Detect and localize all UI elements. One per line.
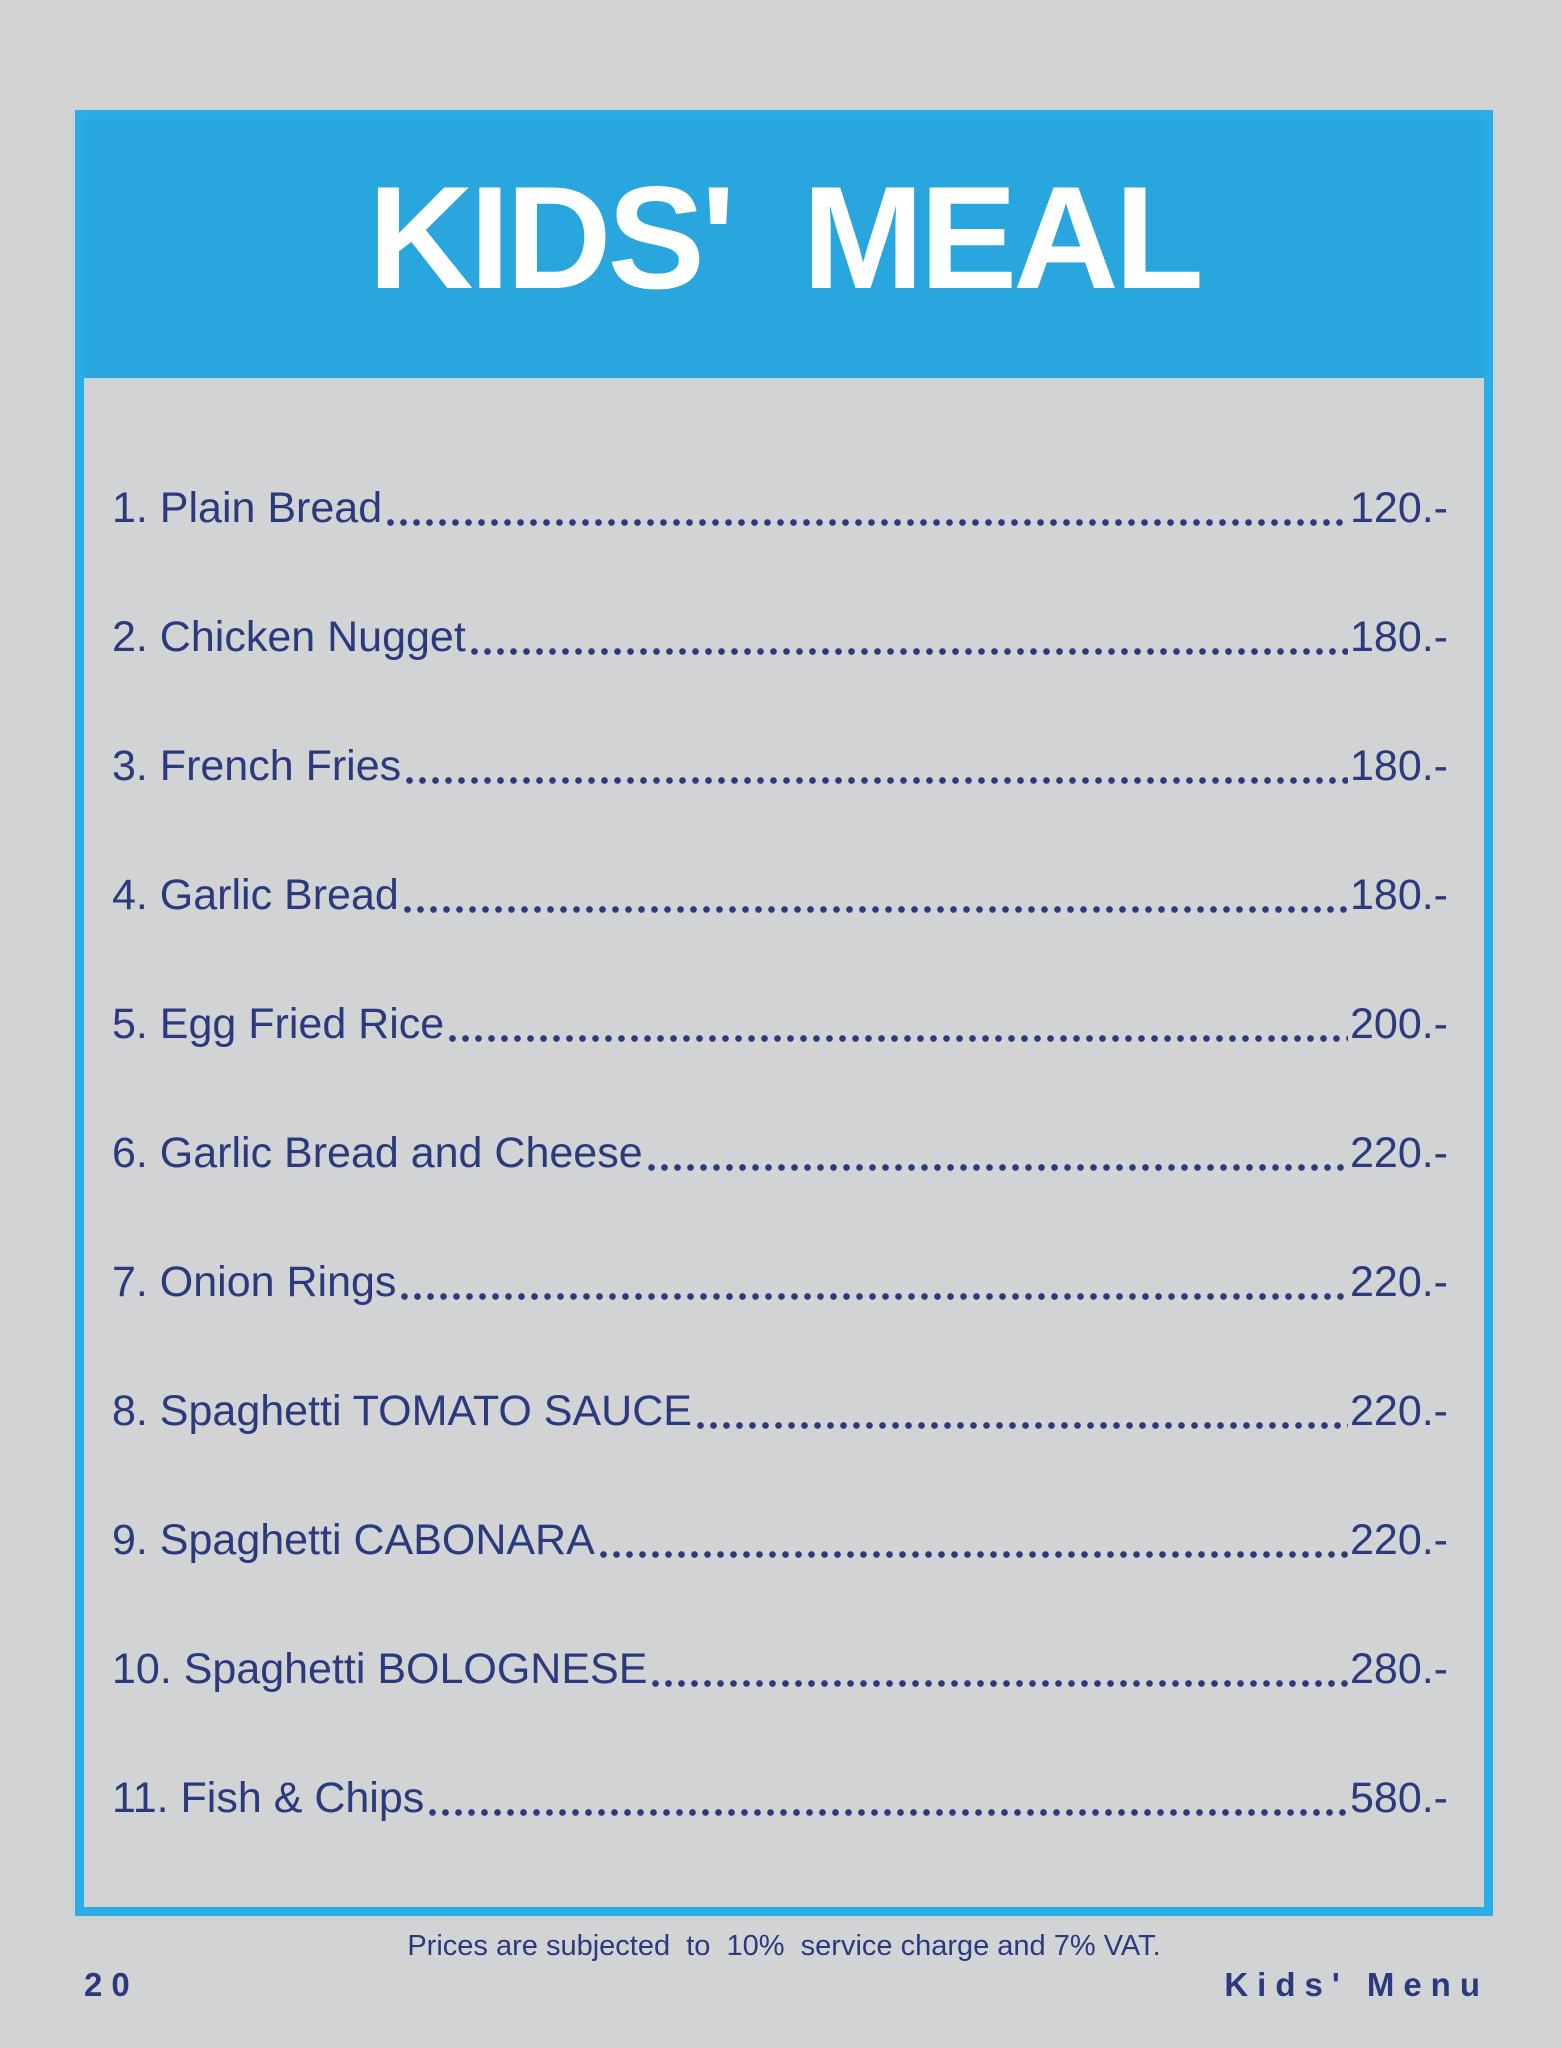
dotted-leader xyxy=(398,1290,1348,1303)
dotted-leader xyxy=(467,645,1348,658)
item-name: 9. Spaghetti CABONARA xyxy=(112,1516,595,1564)
page-number: 20 xyxy=(84,1966,139,2003)
dotted-leader xyxy=(426,1806,1348,1819)
item-name: 4. Garlic Bread xyxy=(112,871,399,919)
menu-item-row: 11. Fish & Chips 580.- xyxy=(112,1772,1448,1824)
item-name: 10. Spaghetti BOLOGNESE xyxy=(112,1645,648,1693)
item-name: 3. French Fries xyxy=(112,742,402,790)
item-price: 580.- xyxy=(1349,1774,1448,1822)
dotted-leader xyxy=(384,516,1348,529)
menu-header-band: KIDS' MEAL xyxy=(84,119,1484,378)
menu-item-row: 6. Garlic Bread and Cheese 220.- xyxy=(112,1127,1448,1179)
item-price: 180.- xyxy=(1349,613,1448,661)
item-name: 6. Garlic Bread and Cheese xyxy=(112,1129,643,1177)
footer-menu-label: Kids' Menu xyxy=(1224,1966,1489,2003)
menu-item-row: 4. Garlic Bread 180.- xyxy=(112,869,1448,921)
menu-item-row: 5. Egg Fried Rice 200.- xyxy=(112,998,1448,1050)
menu-item-row: 3. French Fries 180.- xyxy=(112,740,1448,792)
item-price: 220.- xyxy=(1349,1387,1448,1435)
menu-item-row: 1. Plain Bread 120.- xyxy=(112,482,1448,534)
dotted-leader xyxy=(596,1548,1348,1561)
dotted-leader xyxy=(446,1032,1348,1045)
item-price: 120.- xyxy=(1349,484,1448,532)
item-price: 200.- xyxy=(1349,1000,1448,1048)
item-price: 220.- xyxy=(1349,1516,1448,1564)
item-name: 1. Plain Bread xyxy=(112,484,383,532)
item-name: 8. Spaghetti TOMATO SAUCE xyxy=(112,1387,692,1435)
dotted-leader xyxy=(649,1677,1348,1690)
item-name: 11. Fish & Chips xyxy=(112,1774,425,1822)
page-title: KIDS' MEAL xyxy=(368,155,1204,319)
menu-item-row: 2. Chicken Nugget 180.- xyxy=(112,611,1448,663)
item-price: 220.- xyxy=(1349,1129,1448,1177)
service-charge-note: Prices are subjected to 10% service char… xyxy=(407,1930,1161,1962)
item-price: 180.- xyxy=(1349,871,1448,919)
menu-item-row: 8. Spaghetti TOMATO SAUCE 220.- xyxy=(112,1385,1448,1437)
kids-meal-card: KIDS' MEAL 1. Plain Bread 120.- 2. Chick… xyxy=(75,110,1493,1916)
dotted-leader xyxy=(693,1419,1348,1432)
item-price: 280.- xyxy=(1349,1645,1448,1693)
menu-item-row: 9. Spaghetti CABONARA 220.- xyxy=(112,1514,1448,1566)
dotted-leader xyxy=(403,774,1348,787)
item-name: 5. Egg Fried Rice xyxy=(112,1000,445,1048)
item-price: 180.- xyxy=(1349,742,1448,790)
item-name: 2. Chicken Nugget xyxy=(112,613,466,661)
item-name: 7. Onion Rings xyxy=(112,1258,397,1306)
dotted-leader xyxy=(644,1161,1348,1174)
menu-item-list: 1. Plain Bread 120.- 2. Chicken Nugget 1… xyxy=(84,378,1484,1824)
menu-item-row: 7. Onion Rings 220.- xyxy=(112,1256,1448,1308)
item-price: 220.- xyxy=(1349,1258,1448,1306)
menu-item-row: 10. Spaghetti BOLOGNESE 280.- xyxy=(112,1643,1448,1695)
dotted-leader xyxy=(400,903,1348,916)
